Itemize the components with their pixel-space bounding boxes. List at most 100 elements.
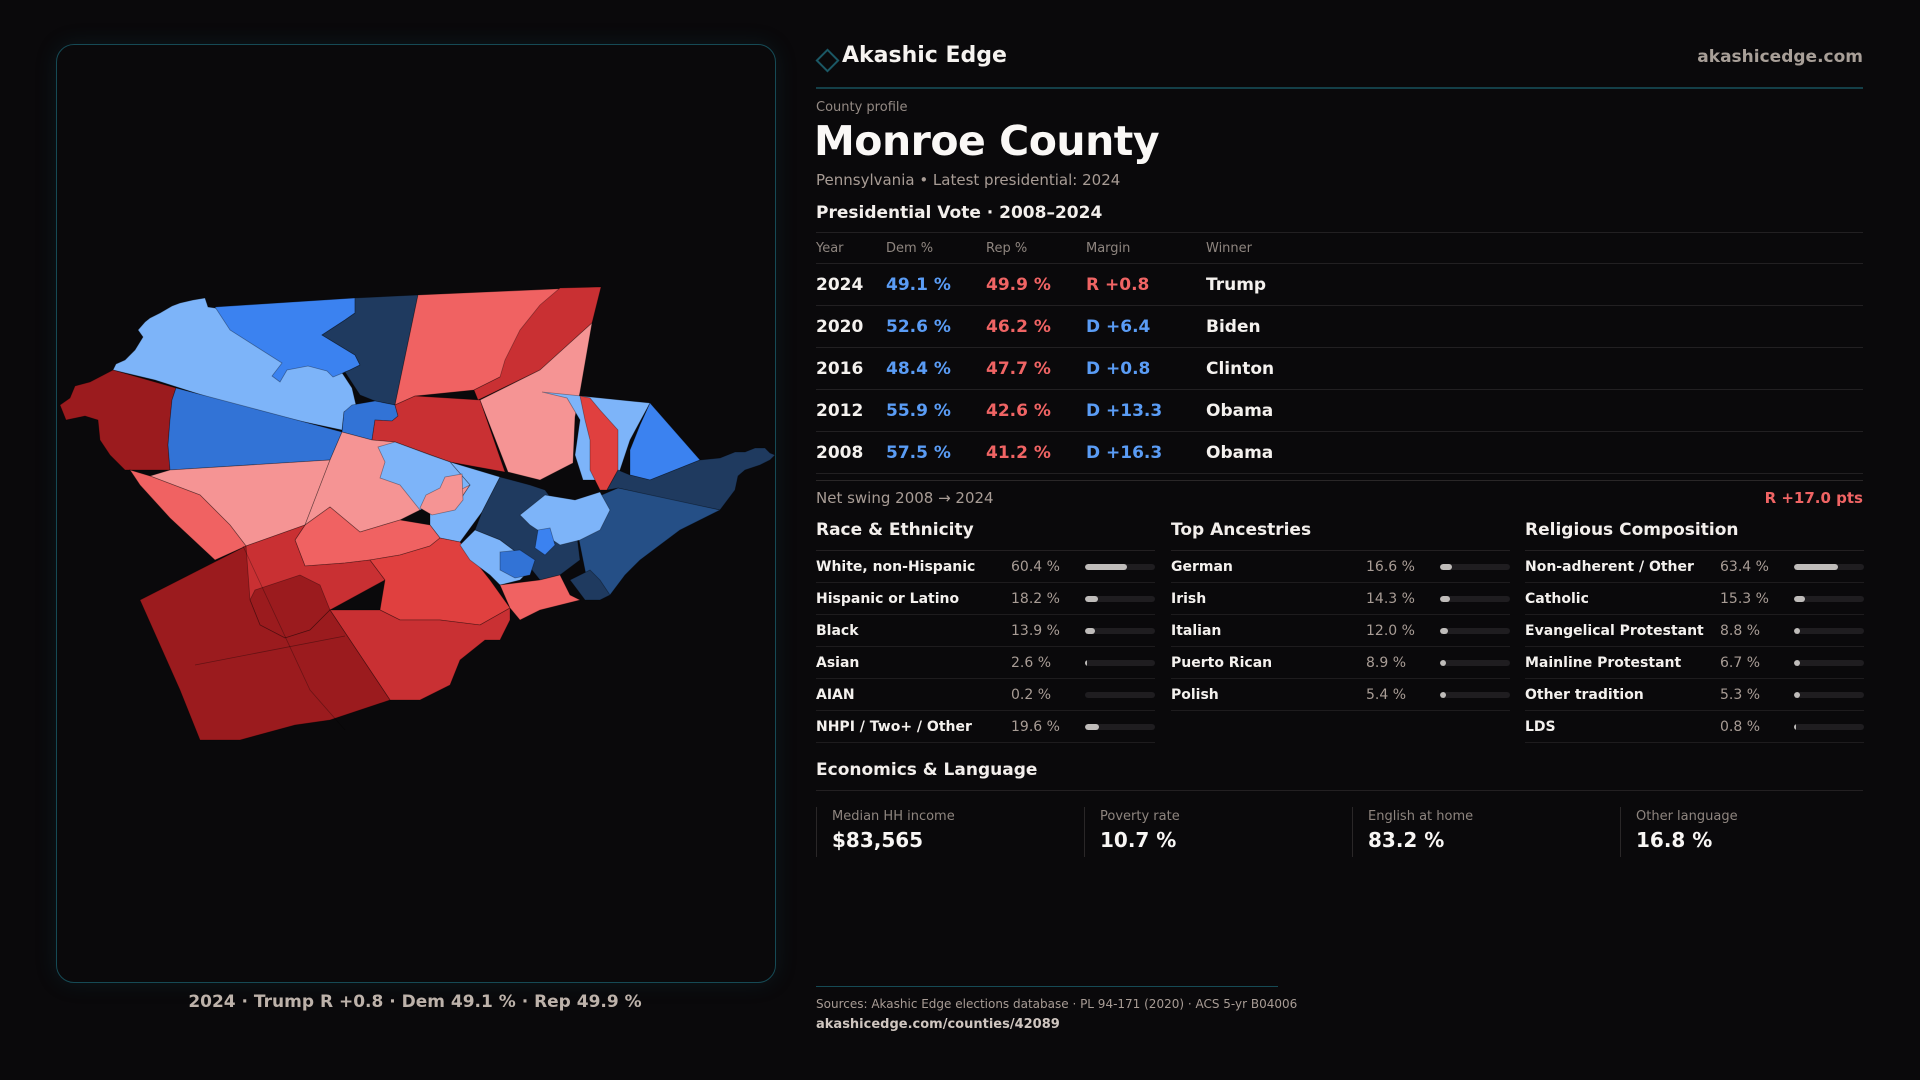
- rep-cell: 42.6 %: [986, 400, 1051, 421]
- item-value: 5.4 %: [1366, 686, 1407, 703]
- share-bar: [1794, 563, 1864, 570]
- item-value: 63.4 %: [1720, 558, 1769, 575]
- share-bar-fill: [1440, 691, 1446, 698]
- share-bar: [1440, 691, 1510, 698]
- item-label: Non-adherent / Other: [1525, 558, 1694, 575]
- year-cell: 2016: [816, 358, 864, 379]
- share-bar-fill: [1440, 595, 1450, 602]
- col-winner: Winner: [1206, 240, 1253, 256]
- share-bar-fill: [1085, 627, 1095, 634]
- swing-value: R +17.0 pts: [1764, 489, 1863, 507]
- header-divider: [816, 87, 1863, 89]
- precinct-region[interactable]: [139, 545, 391, 741]
- ancestry-row: Italian 12.0 %: [1171, 615, 1510, 647]
- stat-value: 10.7 %: [1100, 828, 1177, 852]
- item-value: 8.8 %: [1720, 622, 1761, 639]
- share-bar-fill: [1794, 595, 1805, 602]
- ancestry-row: Puerto Rican 8.9 %: [1171, 647, 1510, 679]
- margin-cell: D +16.3: [1086, 442, 1163, 463]
- precinct-region[interactable]: [569, 569, 611, 601]
- dem-cell: 48.4 %: [886, 358, 951, 379]
- precinct-region[interactable]: [419, 473, 464, 516]
- stat-value: 83.2 %: [1368, 828, 1445, 852]
- diamond-icon: [815, 48, 840, 73]
- share-bar-fill: [1794, 723, 1796, 730]
- precinct-region[interactable]: [329, 607, 511, 701]
- religion-row: Other tradition 5.3 %: [1525, 679, 1864, 711]
- race-row: Asian 2.6 %: [816, 647, 1155, 679]
- race-section: Race & Ethnicity White, non-Hispanic 60.4…: [816, 520, 1155, 743]
- vote-title: Presidential Vote · 2008–2024: [816, 203, 1103, 223]
- religion-row: Mainline Protestant 6.7 %: [1525, 647, 1864, 679]
- precinct-region[interactable]: [167, 387, 343, 471]
- rep-cell: 47.7 %: [986, 358, 1051, 379]
- precinct-region[interactable]: [214, 297, 361, 383]
- share-bar: [1794, 659, 1864, 666]
- precinct-region[interactable]: [534, 527, 556, 556]
- religion-row: Non-adherent / Other 63.4 %: [1525, 551, 1864, 583]
- share-bar-fill: [1440, 563, 1452, 570]
- religion-title: Religious Composition: [1525, 520, 1864, 551]
- item-value: 16.6 %: [1366, 558, 1415, 575]
- stat-poverty-rate: Poverty rate 10.7 %: [1084, 807, 1353, 857]
- ancestry-title: Top Ancestries: [1171, 520, 1510, 551]
- dem-cell: 57.5 %: [886, 442, 951, 463]
- brand-name[interactable]: Akashic Edge: [842, 43, 1007, 68]
- col-year: Year: [816, 240, 844, 256]
- margin-cell: D +13.3: [1086, 400, 1163, 421]
- share-bar-fill: [1085, 723, 1099, 730]
- year-cell: 2024: [816, 274, 864, 295]
- item-label: Polish: [1171, 686, 1219, 703]
- share-bar-fill: [1794, 659, 1800, 666]
- dem-cell: 49.1 %: [886, 274, 951, 295]
- item-value: 5.3 %: [1720, 686, 1761, 703]
- share-bar: [1085, 691, 1155, 698]
- margin-cell: D +0.8: [1086, 358, 1151, 379]
- item-label: Puerto Rican: [1171, 654, 1273, 671]
- item-label: White, non-Hispanic: [816, 558, 976, 575]
- page-url[interactable]: akashicedge.com/counties/42089: [816, 1017, 1060, 1032]
- precinct-region[interactable]: [499, 574, 582, 621]
- winner-cell: Obama: [1206, 442, 1274, 463]
- item-value: 0.8 %: [1720, 718, 1761, 735]
- share-bar-fill: [1085, 659, 1087, 666]
- vote-row: 2016 48.4 % 47.7 % D +0.8 Clinton: [816, 348, 1863, 390]
- item-value: 2.6 %: [1011, 654, 1052, 671]
- share-bar: [1440, 659, 1510, 666]
- item-value: 8.9 %: [1366, 654, 1407, 671]
- footer-divider: [816, 986, 1278, 987]
- share-bar: [1085, 723, 1155, 730]
- item-value: 60.4 %: [1011, 558, 1060, 575]
- winner-cell: Biden: [1206, 316, 1261, 337]
- religion-row: Evangelical Protestant 8.8 %: [1525, 615, 1864, 647]
- swing-label: Net swing 2008 → 2024: [816, 489, 994, 507]
- item-label: NHPI / Two+ / Other: [816, 718, 972, 735]
- stat-value: $83,565: [832, 828, 924, 852]
- eyebrow: County profile: [816, 100, 908, 115]
- precinct-region[interactable]: [606, 447, 776, 511]
- year-cell: 2008: [816, 442, 864, 463]
- stat-label: English at home: [1368, 809, 1474, 824]
- share-bar: [1085, 627, 1155, 634]
- dem-cell: 52.6 %: [886, 316, 951, 337]
- stat-label: Poverty rate: [1100, 809, 1180, 824]
- race-row: Hispanic or Latino 18.2 %: [816, 583, 1155, 615]
- year-cell: 2020: [816, 316, 864, 337]
- precinct-region[interactable]: [499, 549, 536, 579]
- rep-cell: 41.2 %: [986, 442, 1051, 463]
- item-value: 19.6 %: [1011, 718, 1060, 735]
- col-margin: Margin: [1086, 240, 1131, 256]
- ancestry-row: Polish 5.4 %: [1171, 679, 1510, 711]
- item-label: Italian: [1171, 622, 1222, 639]
- site-link[interactable]: akashicedge.com: [1697, 47, 1863, 67]
- item-label: Catholic: [1525, 590, 1589, 607]
- precinct-region[interactable]: [473, 286, 602, 401]
- vote-header-row: Year Dem % Rep % Margin Winner: [816, 232, 1863, 264]
- ancestry-section: Top Ancestries German 16.6 % Irish 14.3 % It…: [1171, 520, 1510, 711]
- item-label: Evangelical Protestant: [1525, 622, 1704, 639]
- share-bar: [1085, 659, 1155, 666]
- item-label: Hispanic or Latino: [816, 590, 960, 607]
- share-bar: [1440, 563, 1510, 570]
- vote-row: 2020 52.6 % 46.2 % D +6.4 Biden: [816, 306, 1863, 348]
